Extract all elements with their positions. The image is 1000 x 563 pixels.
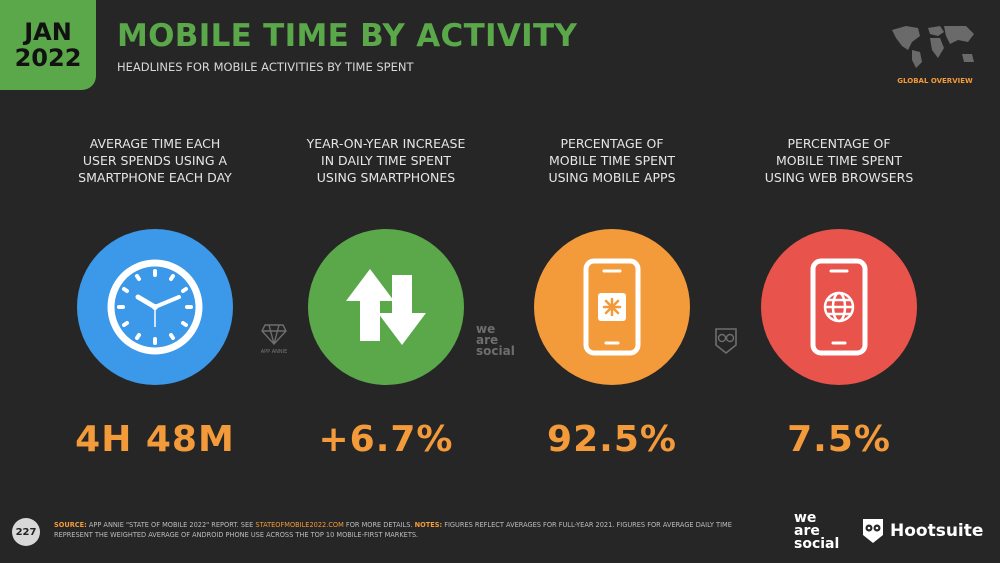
stat-label: YEAR-ON-YEAR INCREASE IN DAILY TIME SPEN…: [306, 136, 466, 185]
date-month: JAN: [24, 18, 72, 46]
date-year: 2022: [14, 44, 82, 72]
stat-value: 7.5%: [787, 419, 891, 460]
hootsuite-owl-icon: [863, 519, 883, 543]
stat-value: 4H 48M: [75, 419, 235, 460]
stat-label: AVERAGE TIME EACH USER SPENDS USING A SM…: [78, 136, 232, 185]
phone-app-icon: [583, 258, 641, 356]
region-label: GLOBAL OVERVIEW: [897, 77, 973, 85]
page-subtitle: HEADLINES FOR MOBILE ACTIVITIES BY TIME …: [117, 60, 414, 74]
stat-card-web-browsers: PERCENTAGE OF MOBILE TIME SPENT USING WE…: [739, 135, 939, 460]
stat-label: PERCENTAGE OF MOBILE TIME SPENT USING WE…: [764, 136, 914, 185]
we-are-social-logo: we are social: [794, 510, 840, 552]
stat-circle: [77, 229, 233, 385]
stat-circle: [308, 229, 464, 385]
app-annie-watermark: APP ANNIE: [253, 323, 295, 355]
footer-source-notes: SOURCE: APP ANNIE "STATE OF MOBILE 2022"…: [54, 521, 732, 539]
stat-label: PERCENTAGE OF MOBILE TIME SPENT USING MO…: [548, 136, 676, 185]
clock-icon: [107, 259, 203, 355]
world-map-icon: [892, 26, 974, 68]
we-are-social-watermark: we are social: [476, 322, 515, 358]
phone-globe-icon: [810, 258, 868, 356]
stat-circle: [761, 229, 917, 385]
stat-value: +6.7%: [318, 419, 454, 460]
up-down-arrows-icon: [346, 269, 426, 345]
stat-value: 92.5%: [547, 419, 677, 460]
date-badge: JAN 2022: [0, 0, 96, 90]
stat-circle: [534, 229, 690, 385]
page-title: MOBILE TIME BY ACTIVITY: [117, 18, 578, 54]
diamond-icon: [261, 324, 287, 346]
stat-card-mobile-apps: PERCENTAGE OF MOBILE TIME SPENT USING MO…: [512, 135, 712, 460]
stat-card-yoy-increase: YEAR-ON-YEAR INCREASE IN DAILY TIME SPEN…: [286, 135, 486, 460]
hootsuite-logo: Hootsuite: [862, 518, 983, 544]
stat-card-daily-time: AVERAGE TIME EACH USER SPENDS USING A SM…: [55, 135, 255, 460]
page-number: 227: [12, 518, 40, 546]
source-link[interactable]: STATEOFMOBILE2022.COM: [255, 521, 344, 529]
hootsuite-owl-watermark: [715, 328, 737, 355]
